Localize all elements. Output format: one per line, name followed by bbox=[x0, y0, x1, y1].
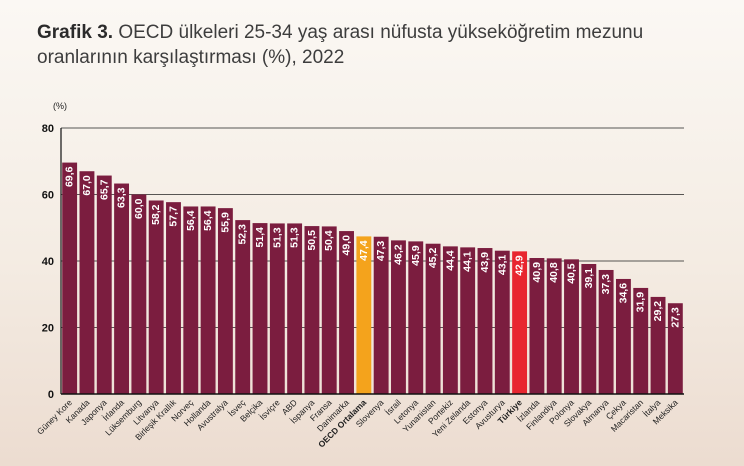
data-label: 55,9 bbox=[219, 212, 231, 233]
bar bbox=[269, 223, 285, 394]
bar bbox=[62, 162, 78, 394]
chart-title: Grafik 3. OECD ülkeleri 25-34 yaş arası … bbox=[37, 20, 727, 70]
bar bbox=[460, 247, 476, 394]
bar bbox=[356, 236, 372, 394]
data-label: 47,3 bbox=[375, 241, 387, 262]
y-tick-label: 0 bbox=[48, 389, 54, 401]
data-label: 51,4 bbox=[254, 227, 266, 248]
bar bbox=[425, 243, 441, 394]
bar bbox=[373, 236, 389, 394]
bar bbox=[512, 251, 528, 394]
bar bbox=[615, 278, 631, 394]
data-label: 49,0 bbox=[341, 235, 353, 256]
y-tick-label: 80 bbox=[42, 123, 54, 135]
chart-title-text: OECD ülkeleri 25-34 yaş arası nüfusta yü… bbox=[37, 22, 644, 68]
data-label: 42,9 bbox=[514, 255, 526, 276]
bar bbox=[287, 223, 303, 394]
bar bbox=[442, 246, 458, 394]
y-tick-label: 60 bbox=[42, 190, 54, 202]
bar bbox=[166, 202, 181, 394]
bar bbox=[252, 223, 268, 394]
bar bbox=[131, 194, 147, 394]
bar bbox=[114, 183, 130, 394]
y-axis-label: (%) bbox=[53, 101, 67, 111]
data-label: 56,4 bbox=[185, 210, 197, 231]
data-label: 50,5 bbox=[306, 230, 318, 251]
data-label: 56,4 bbox=[202, 210, 214, 231]
bar bbox=[321, 226, 337, 394]
data-label: 34,6 bbox=[617, 283, 629, 304]
bar bbox=[391, 240, 406, 394]
data-label: 44,1 bbox=[462, 251, 474, 272]
data-label: 40,9 bbox=[531, 262, 543, 283]
bar bbox=[96, 175, 112, 394]
bar bbox=[235, 220, 251, 394]
bar bbox=[633, 287, 649, 394]
data-label: 29,2 bbox=[652, 301, 664, 322]
y-tick-label: 20 bbox=[42, 323, 54, 335]
data-label: 46,2 bbox=[392, 244, 404, 265]
bar bbox=[598, 269, 614, 394]
bar bbox=[408, 241, 424, 394]
data-label: 60,0 bbox=[133, 198, 145, 219]
data-label: 27,3 bbox=[669, 307, 681, 328]
data-label: 52,3 bbox=[237, 224, 249, 245]
data-label: 39,1 bbox=[583, 268, 595, 289]
data-label: 40,8 bbox=[548, 262, 560, 283]
bar bbox=[79, 171, 95, 394]
data-label: 47,4 bbox=[358, 240, 370, 261]
data-label: 50,4 bbox=[323, 230, 335, 251]
bar bbox=[477, 248, 493, 394]
data-label: 43,9 bbox=[479, 252, 491, 273]
data-label: 57,7 bbox=[167, 206, 179, 227]
data-label: 67,0 bbox=[81, 175, 93, 196]
data-label: 69,6 bbox=[64, 166, 76, 187]
bar bbox=[546, 258, 562, 394]
data-label: 63,3 bbox=[116, 187, 128, 208]
bar bbox=[339, 231, 354, 394]
bar bbox=[200, 206, 216, 394]
bar bbox=[494, 250, 510, 394]
chart-title-lead: Grafik 3. bbox=[37, 22, 114, 43]
bar bbox=[667, 303, 683, 394]
bar bbox=[581, 263, 597, 394]
data-label: 45,9 bbox=[410, 245, 422, 266]
data-label: 51,3 bbox=[271, 227, 283, 248]
x-tick-label: İsviçre bbox=[257, 397, 282, 422]
bar bbox=[650, 296, 666, 394]
data-label: 44,4 bbox=[444, 250, 456, 271]
bar bbox=[183, 206, 199, 394]
bar bbox=[148, 200, 164, 394]
bar bbox=[217, 208, 233, 394]
data-label: 37,3 bbox=[600, 274, 612, 295]
data-label: 43,1 bbox=[496, 255, 508, 276]
data-label: 58,2 bbox=[150, 204, 162, 225]
bar bbox=[304, 226, 320, 394]
data-label: 45,2 bbox=[427, 248, 439, 269]
data-label: 31,9 bbox=[635, 292, 647, 313]
data-label: 65,7 bbox=[98, 179, 110, 200]
bar bbox=[564, 259, 579, 394]
bar bbox=[529, 258, 545, 394]
data-label: 40,5 bbox=[566, 263, 578, 284]
y-tick-label: 40 bbox=[42, 256, 54, 268]
data-label: 51,3 bbox=[289, 227, 301, 248]
